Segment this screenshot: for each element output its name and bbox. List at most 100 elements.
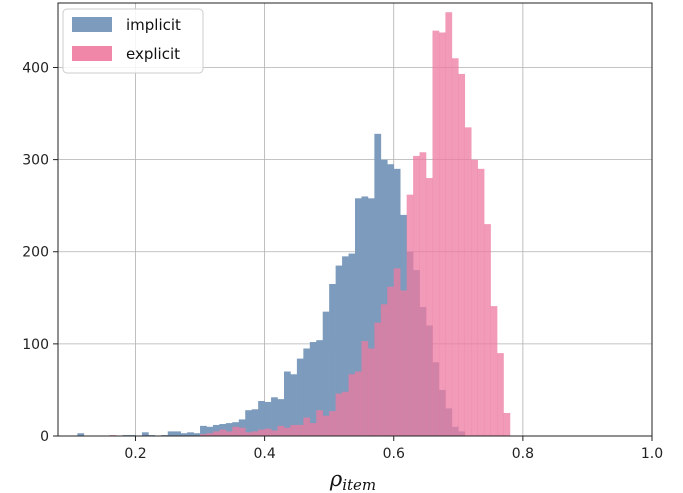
x-tick-label: 0.4 [253,446,275,462]
bar-explicit [277,425,285,436]
bar-explicit [490,306,498,436]
legend: implicit explicit [62,8,204,74]
bar-explicit [251,431,259,436]
bar-implicit [367,198,375,436]
bar-implicit [316,340,324,436]
legend-label-explicit: explicit [126,45,180,63]
bar-implicit [258,400,265,436]
bar-explicit [303,417,311,436]
bar-explicit [367,348,375,436]
bar-explicit [271,430,278,436]
bar-explicit [283,427,291,436]
x-axis-label: ρitem [329,467,376,493]
x-tick-label: 0.6 [383,446,405,462]
bar-explicit [348,374,356,436]
bar-explicit [503,412,511,436]
legend-label-implicit: implicit [126,16,181,34]
bar-implicit [167,431,175,436]
bar-explicit [413,155,420,436]
bar-implicit [296,358,304,436]
bar-explicit [238,427,246,436]
bar-explicit [206,433,214,436]
bar-explicit [316,410,324,436]
bar-explicit [380,304,388,436]
bar-implicit [380,159,388,437]
bar-explicit [484,224,491,436]
plot-frame [57,2,653,437]
x-axis: 0.2 0.4 0.6 0.8 1.0 [124,436,663,462]
y-axis: 0 100 200 300 400 [22,60,58,445]
bar-explicit [296,424,304,436]
bar-explicit [393,268,401,436]
bar-implicit [303,348,311,436]
series-explicit [109,12,511,437]
bar-explicit [309,423,317,436]
bar-explicit [387,286,395,436]
y-tick-label: 300 [22,153,49,169]
bar-implicit [277,399,285,436]
bar-implicit [245,410,252,436]
bar-explicit [406,194,414,436]
bar-explicit [400,290,407,436]
bar-explicit [342,391,349,436]
bar-implicit [264,401,272,436]
bar-implicit [206,426,214,436]
bars [77,12,511,437]
bar-explicit [451,58,459,436]
bar-implicit [283,371,291,436]
bar-implicit [174,431,181,436]
x-tick-label: 1.0 [641,446,663,462]
bar-explicit [374,322,382,436]
bar-implicit [212,424,220,436]
bar-explicit [477,168,485,437]
bar-implicit [329,283,336,436]
bar-explicit [335,393,343,436]
bar-explicit [232,426,240,436]
y-tick-label: 400 [22,60,49,76]
bar-explicit [290,424,298,436]
bar-explicit [245,432,252,436]
bar-implicit [225,423,233,436]
bar-explicit [445,12,453,436]
bar-explicit [471,159,478,437]
bar-implicit [193,433,201,436]
bar-implicit [342,256,349,436]
bar-implicit [309,342,317,436]
bar-explicit [212,431,220,436]
bar-explicit [438,32,446,437]
bar-implicit [187,432,194,436]
bar-implicit [355,198,362,436]
bar-explicit [426,178,433,437]
bar-explicit [497,353,504,436]
bar-implicit [374,133,382,436]
x-axis-label-subscript: item [342,476,376,493]
bar-implicit [361,196,369,436]
bar-implicit [271,397,278,436]
x-axis-label-symbol: ρ [329,467,343,491]
bar-explicit [200,434,207,436]
bar-implicit [251,409,259,436]
bar-explicit [264,428,272,436]
legend-swatch-implicit [72,17,112,32]
bar-explicit [219,429,227,436]
bar-implicit [180,433,188,436]
bar-implicit [77,433,85,436]
bar-explicit [361,341,369,436]
bar-implicit [290,374,298,436]
x-tick-label: 0.2 [124,446,146,462]
bar-explicit [458,73,466,437]
bar-implicit [200,425,207,436]
x-tick-label: 0.8 [512,446,534,462]
bar-explicit [419,152,427,436]
bar-explicit [322,415,330,436]
bar-explicit [329,411,336,436]
bar-explicit [464,127,472,436]
bar-implicit [322,311,330,436]
y-tick-label: 0 [40,429,49,445]
bar-implicit [348,253,356,436]
y-tick-label: 200 [22,245,49,261]
bar-explicit [258,429,265,436]
bar-explicit [225,431,233,436]
bar-explicit [355,371,362,436]
